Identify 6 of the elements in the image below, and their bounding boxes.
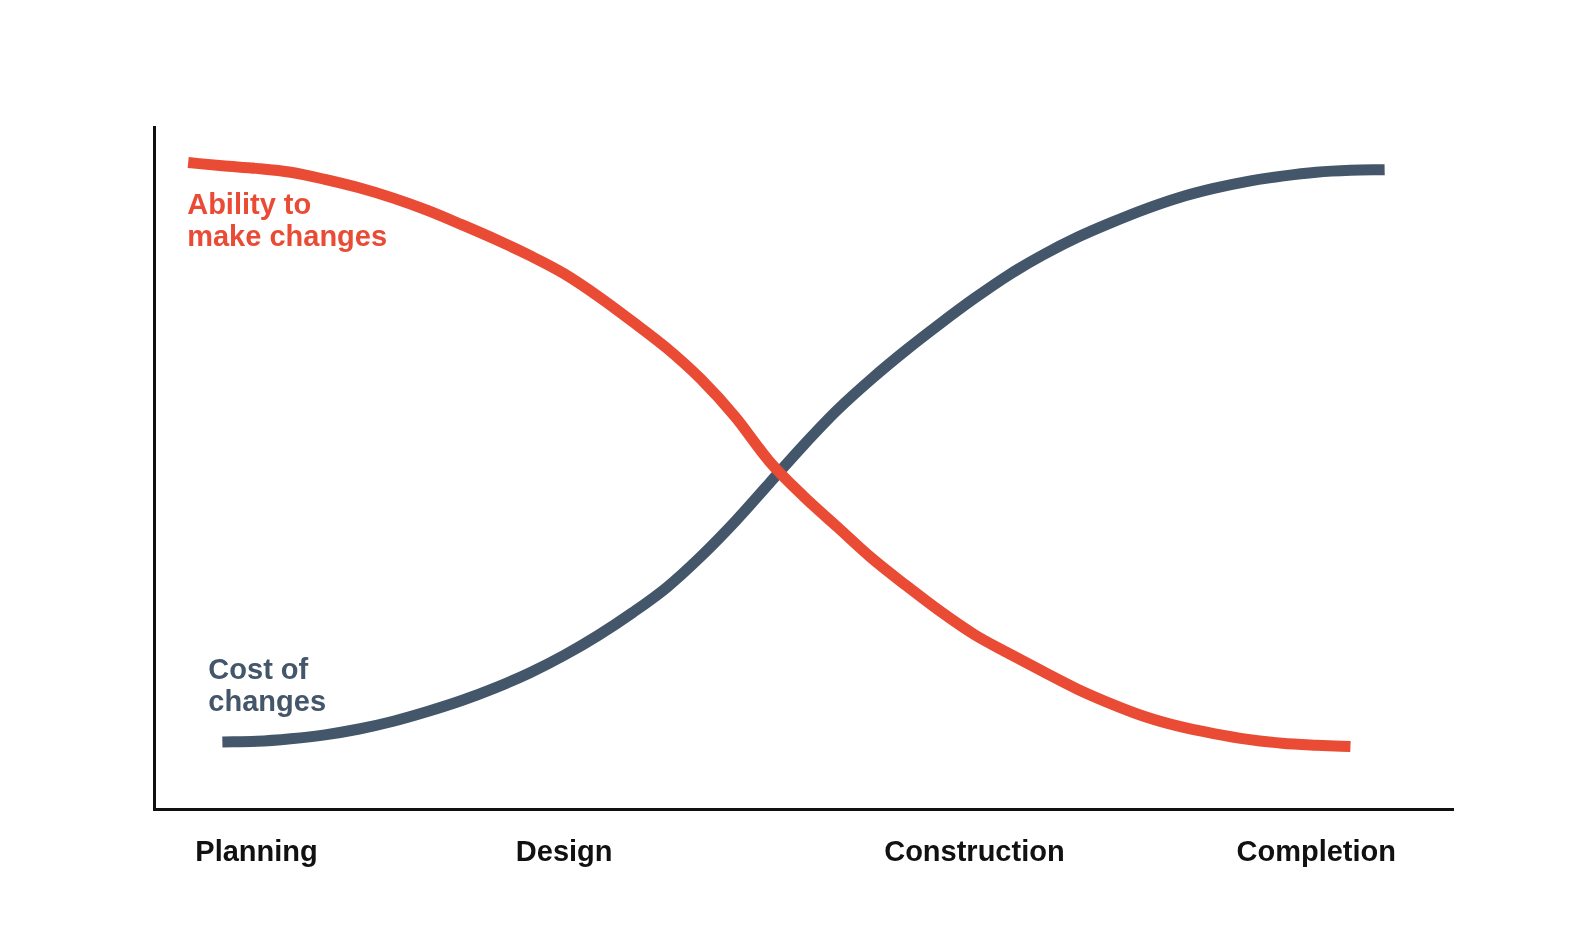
series-label: Cost of changes bbox=[208, 652, 327, 717]
x-tick-label: Construction bbox=[884, 834, 1065, 867]
x-tick-label: Planning bbox=[195, 834, 318, 867]
x-tick-label: Completion bbox=[1236, 834, 1397, 867]
series-label: Ability to make changes bbox=[187, 187, 388, 252]
x-tick-label: Design bbox=[515, 834, 613, 867]
